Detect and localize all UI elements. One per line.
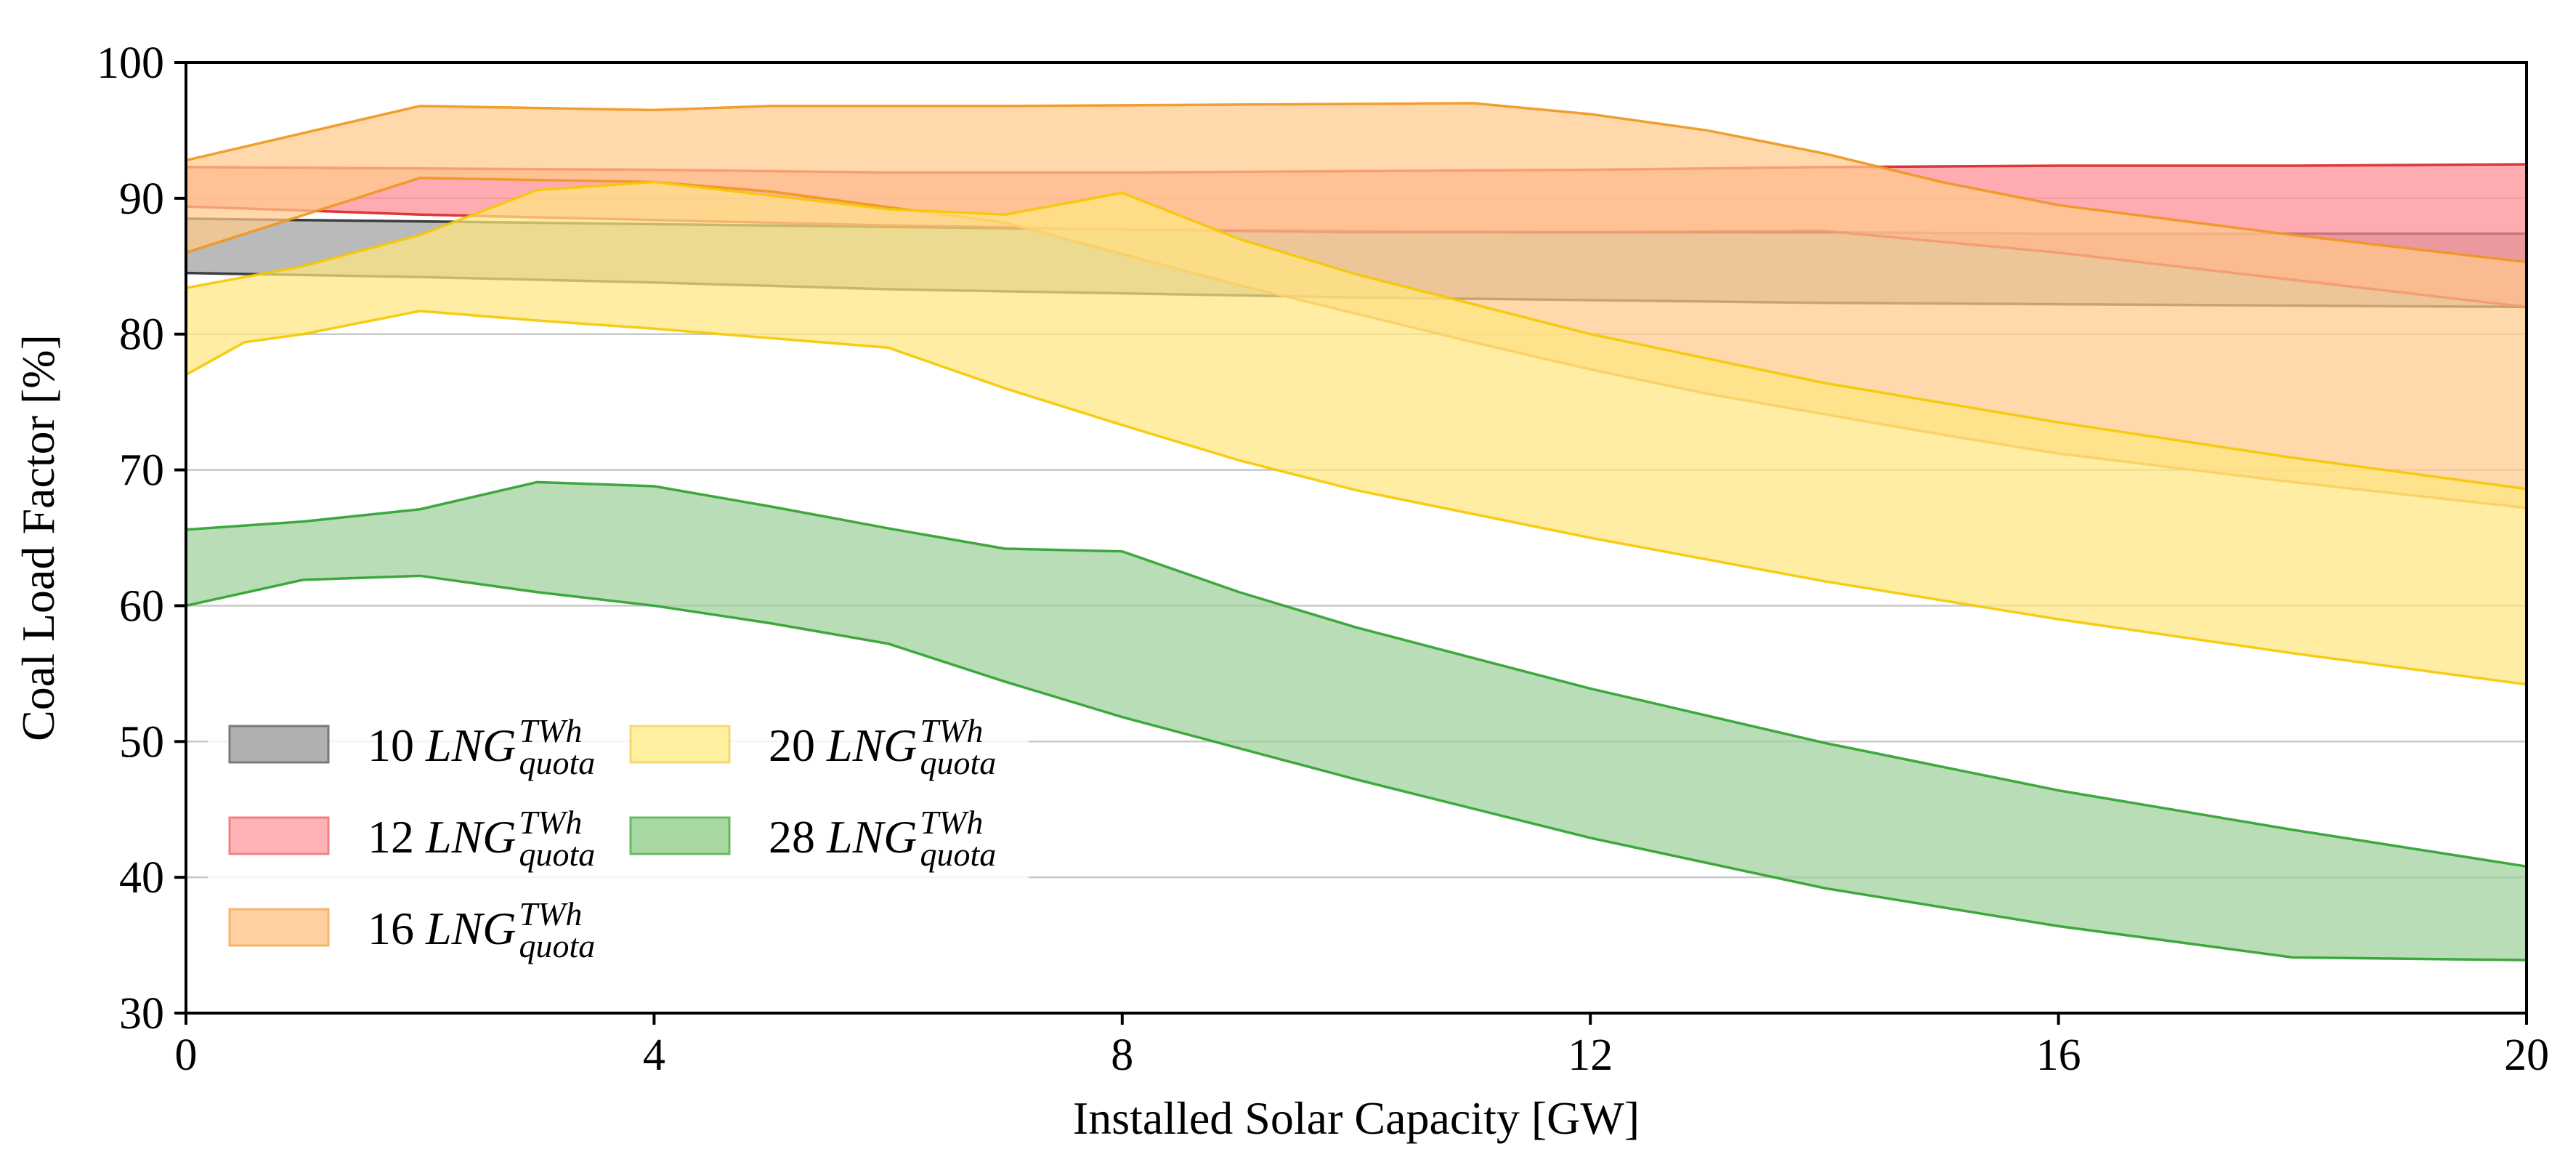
x-tick-label: 20 <box>2504 1031 2549 1080</box>
legend-subscript: quota <box>519 744 596 781</box>
y-tick-label: 70 <box>119 446 164 496</box>
plot-frame <box>185 61 2528 1015</box>
band-upper-edge-28 <box>185 480 2527 868</box>
legend-subscript: quota <box>920 836 997 873</box>
y-tick-label: 80 <box>119 310 164 360</box>
legend-background <box>208 701 1029 968</box>
data-bands <box>185 102 2527 961</box>
legend-superscript: TWh <box>519 712 583 749</box>
legend-swatch <box>228 816 330 855</box>
x-axis-label: Installed Solar Capacity [GW] <box>1073 1092 1640 1144</box>
y-axis-label: Coal Load Factor [%] <box>12 334 64 741</box>
legend-label: 16 LNG <box>368 903 517 954</box>
band-upper-edge-16 <box>185 102 2527 264</box>
legend-swatch <box>228 908 330 947</box>
y-tick-label: 30 <box>119 989 164 1039</box>
legend-swatch <box>228 725 330 764</box>
band-upper-edge-20 <box>185 180 2527 491</box>
y-tick-label: 90 <box>119 174 164 224</box>
legend-subscript: quota <box>519 836 596 873</box>
legend-label: 28 LNG <box>769 811 918 863</box>
x-tick-label: 16 <box>2036 1031 2081 1080</box>
band-series-28 <box>186 482 2527 961</box>
x-tick-label: 4 <box>643 1031 665 1080</box>
band-series-20 <box>186 182 2527 685</box>
axis-ticks: 30 40 50 60 70 80 90 100 0 4 8 12 16 20 <box>97 39 2549 1080</box>
legend-subscript: quota <box>920 744 997 781</box>
x-tick-label: 0 <box>175 1031 198 1080</box>
y-tick-label: 50 <box>119 717 164 767</box>
legend-swatch <box>629 816 731 855</box>
x-tick-label: 12 <box>1568 1031 1613 1080</box>
legend-superscript: TWh <box>920 804 984 841</box>
legend-label: 12 LNG <box>368 811 517 863</box>
y-tick-label: 60 <box>119 581 164 631</box>
y-tick-label: 40 <box>119 853 164 903</box>
x-tick-label: 8 <box>1111 1031 1133 1080</box>
legend-label: 20 LNG <box>769 719 918 771</box>
legend-superscript: TWh <box>519 804 583 841</box>
legend-label: 10 LNG <box>368 719 517 771</box>
legend-subscript: quota <box>519 927 596 964</box>
y-tick-label: 100 <box>97 39 164 88</box>
band-lower-edge-28 <box>185 574 2527 961</box>
band-lower-edge-20 <box>185 310 2527 686</box>
legend-swatch <box>629 725 731 764</box>
legend-superscript: TWh <box>920 712 984 749</box>
legend-superscript: TWh <box>519 895 583 932</box>
